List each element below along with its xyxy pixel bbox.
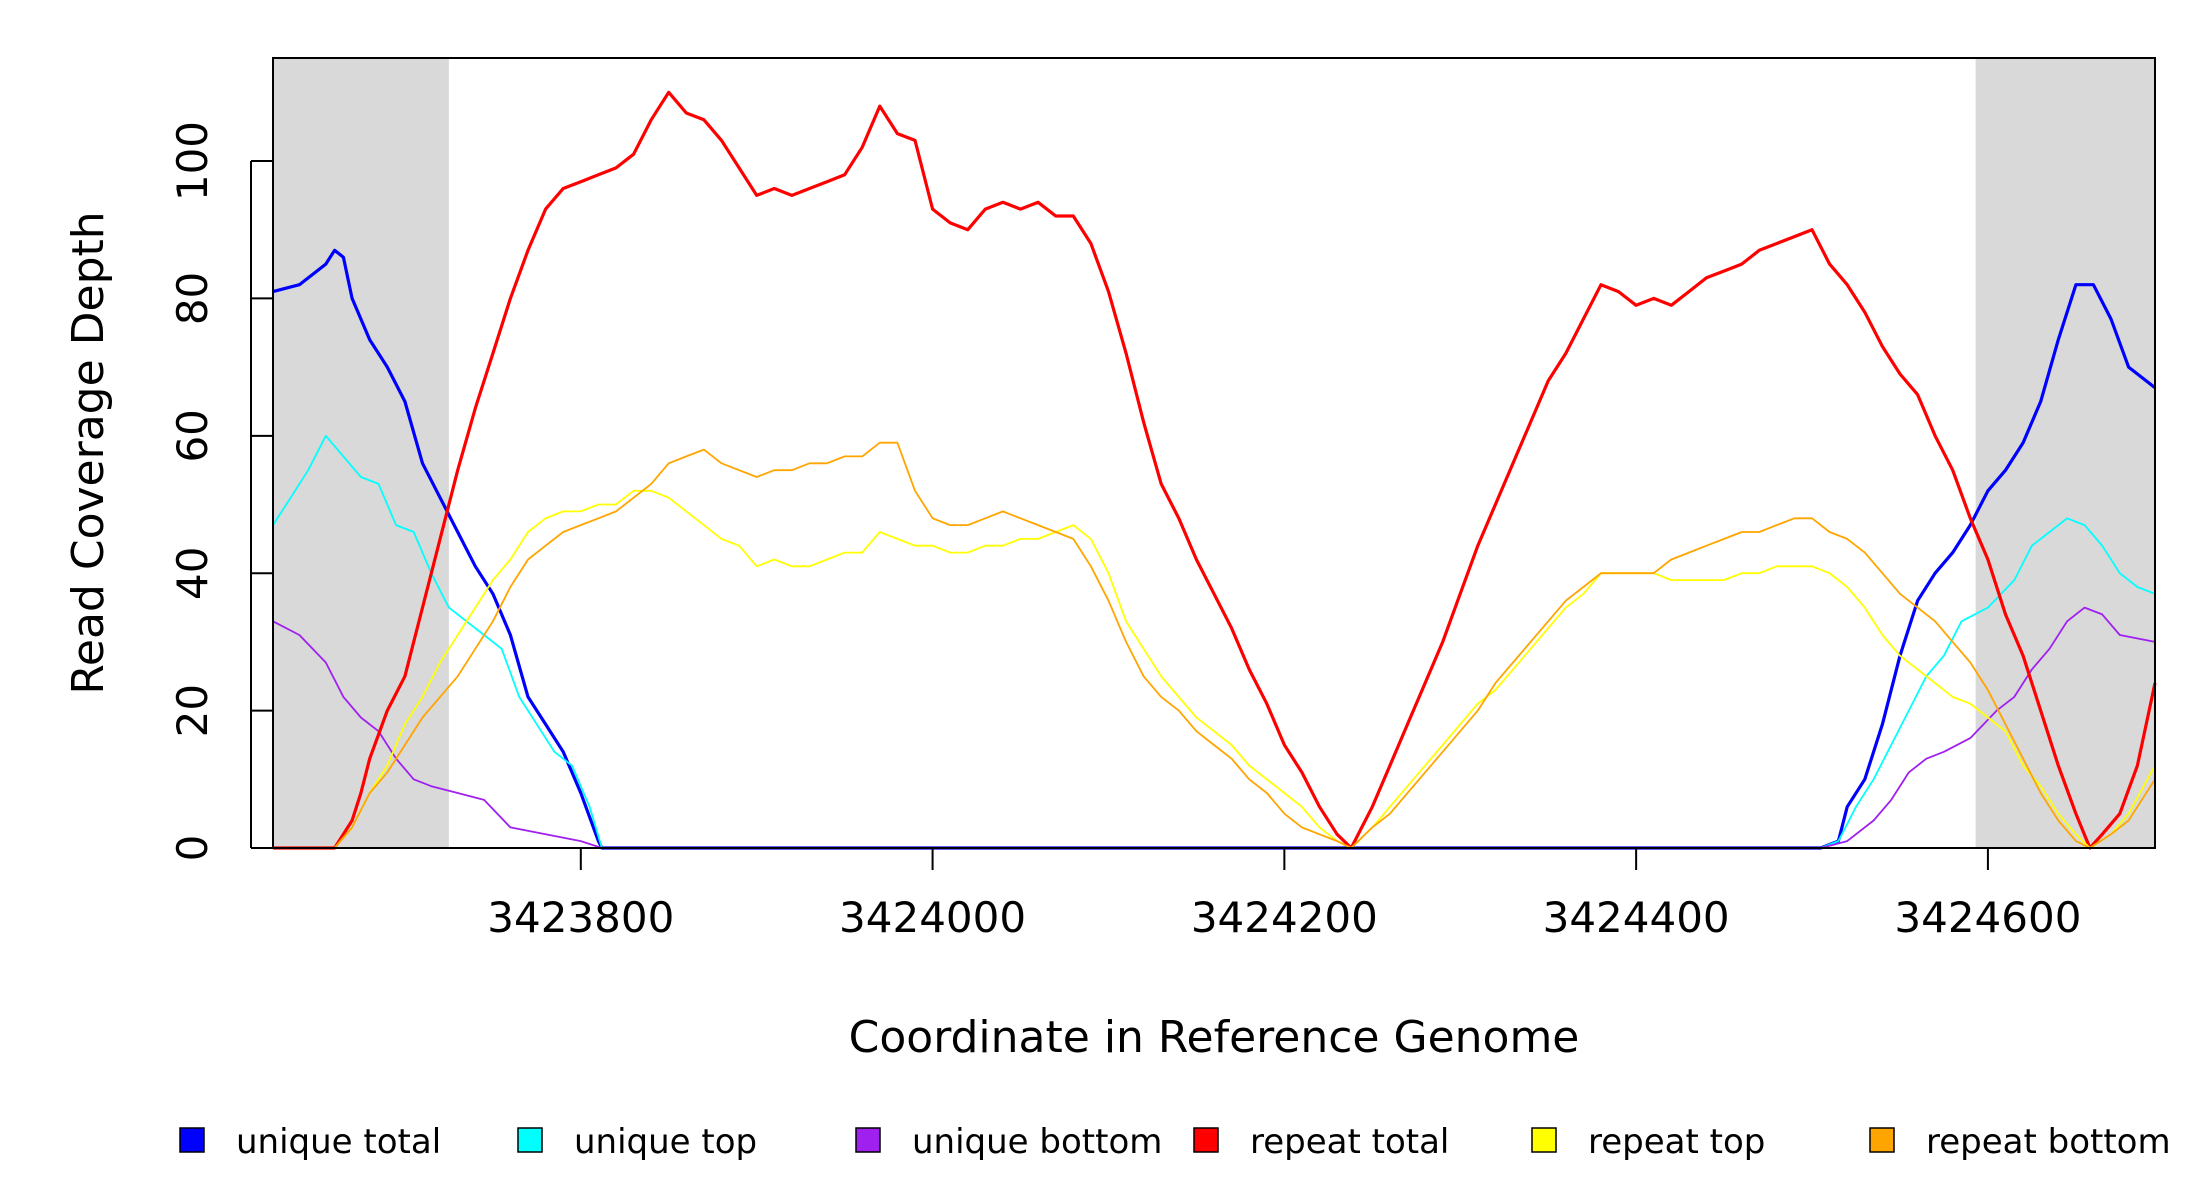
y-tick-label: 100 [168, 121, 217, 201]
y-axis: 0 20 40 60 80 100 [168, 121, 273, 861]
plot-area-border [272, 57, 2156, 849]
y-tick-label: 60 [168, 409, 217, 462]
legend-swatch [517, 1127, 543, 1153]
shaded-region-1 [273, 58, 449, 848]
x-axis: 3423800 3424000 3424200 3424400 3424600 [487, 848, 2081, 942]
y-axis-title: Read Coverage Depth [63, 211, 114, 694]
legend-item-unique-bottom: unique bottom [855, 1122, 1162, 1162]
legend-label: unique bottom [912, 1122, 1162, 1162]
legend-swatch [1869, 1127, 1895, 1153]
shaded-regions [273, 58, 2155, 848]
legend-label: unique top [574, 1122, 757, 1162]
y-tick-label: 40 [168, 546, 217, 599]
y-tick-label: 0 [168, 835, 217, 862]
legend-item-unique-top: unique top [517, 1122, 757, 1162]
series-line-repeat-top [273, 489, 2156, 849]
legend-item-unique-total: unique total [179, 1122, 441, 1162]
series-lines [272, 90, 2157, 850]
legend-label: repeat top [1588, 1122, 1765, 1162]
series-line-unique-top [272, 434, 2156, 849]
legend-label: unique total [236, 1122, 441, 1162]
series-line-unique-bottom [272, 606, 2156, 849]
legend-swatch [1531, 1127, 1557, 1153]
y-tick-label: 20 [168, 684, 217, 737]
legend-item-repeat-top: repeat top [1531, 1122, 1765, 1162]
legend-item-repeat-total: repeat total [1193, 1122, 1449, 1162]
series-line-repeat-bottom [273, 441, 2156, 849]
x-axis-title: Coordinate in Reference Genome [849, 1012, 1580, 1063]
shaded-region-2 [1975, 58, 2155, 848]
legend-swatch [179, 1127, 205, 1153]
y-tick-label: 80 [168, 272, 217, 325]
x-tick-label: 3424400 [1543, 893, 1730, 942]
legend-swatch [1193, 1127, 1219, 1153]
legend-item-repeat-bottom: repeat bottom [1869, 1122, 2171, 1162]
series-line-repeat-total [273, 90, 2157, 850]
x-tick-label: 3423800 [487, 893, 674, 942]
series-line-unique-total [272, 248, 2156, 850]
legend-label: repeat bottom [1926, 1122, 2171, 1162]
legend: unique total unique top unique bottom repea… [179, 1122, 2171, 1162]
legend-label: repeat total [1250, 1122, 1449, 1162]
x-tick-label: 3424200 [1191, 893, 1378, 942]
x-tick-label: 3424600 [1894, 893, 2081, 942]
legend-swatch [855, 1127, 881, 1153]
x-tick-label: 3424000 [839, 893, 1026, 942]
